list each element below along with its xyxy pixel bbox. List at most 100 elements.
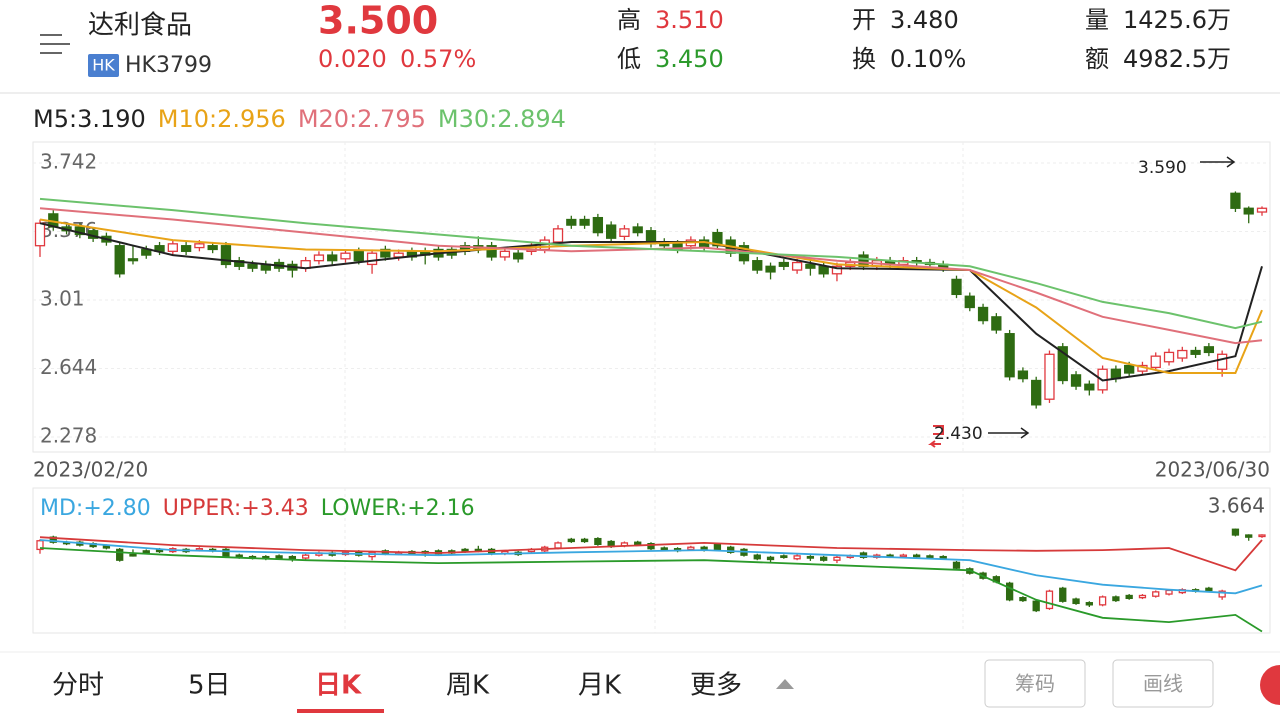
candle-body: [247, 263, 258, 269]
tab-active[interactable]: 日K: [315, 671, 362, 701]
candle-body: [1005, 582, 1014, 601]
stat-value: 3.510: [655, 6, 724, 34]
tab[interactable]: 月K: [578, 671, 622, 701]
stat-label: 低: [617, 45, 641, 73]
candle-body: [313, 254, 325, 262]
candle-body: [752, 260, 763, 271]
candle-body: [859, 552, 868, 558]
main-chart-frame: [32, 141, 1271, 453]
candle-body: [1230, 192, 1241, 209]
candle-body: [1031, 379, 1042, 406]
stat-value: 0.10%: [890, 45, 966, 73]
candle-body: [579, 218, 590, 226]
candle-body: [1004, 333, 1015, 378]
candle-body: [580, 538, 589, 543]
price: 3.500: [318, 0, 438, 43]
candle-body: [1231, 528, 1240, 536]
candle-body: [592, 216, 604, 234]
candle-body: [499, 250, 511, 258]
candle-body: [34, 222, 46, 247]
legend-entry: M10:2.956: [158, 105, 286, 133]
candle-body: [594, 537, 602, 546]
candle-body: [1125, 594, 1133, 600]
candle-body: [275, 555, 283, 559]
legend-entry: M5:3.190: [33, 105, 146, 133]
candle-body: [1098, 596, 1107, 606]
stat-label: 量: [1085, 6, 1109, 34]
tab[interactable]: 更多: [690, 671, 742, 701]
annotation: 2.430: [934, 424, 983, 444]
candle-body: [1256, 207, 1268, 213]
candle-body: [977, 306, 989, 322]
tab-underline: [297, 709, 384, 713]
candle-body: [129, 553, 137, 557]
candle-body: [567, 538, 575, 543]
badge: HK: [92, 56, 115, 75]
candle-body: [793, 555, 801, 560]
candle-body: [1163, 351, 1175, 363]
annotation: 3.590: [1138, 158, 1187, 178]
line: [39, 222, 1263, 382]
candle-body: [647, 542, 655, 550]
candle-body: [765, 265, 776, 273]
candle-body: [302, 554, 310, 559]
candle-body: [1217, 353, 1228, 370]
candle-body: [127, 258, 139, 262]
candle-body: [818, 265, 829, 275]
floating-button[interactable]: [1260, 665, 1280, 705]
candle-body: [194, 243, 205, 249]
candle-body: [142, 550, 150, 554]
stock-code: HK3799: [125, 53, 212, 78]
line: [39, 536, 1263, 572]
candle-body: [820, 556, 828, 561]
candle-body: [632, 226, 643, 234]
candle-body: [1059, 587, 1067, 602]
tab[interactable]: 5日: [188, 671, 231, 701]
y-tick-label: 2.278: [40, 424, 97, 448]
candle-body: [1258, 534, 1266, 538]
tab[interactable]: 分时: [52, 671, 104, 701]
change: 0.020: [318, 45, 387, 73]
annotation-arrow: [1200, 156, 1236, 168]
menu-icon[interactable]: [40, 34, 70, 54]
stat-value: 3.450: [655, 45, 724, 73]
candle-body: [991, 316, 1002, 331]
candle-body: [102, 545, 111, 549]
candle-body: [713, 543, 722, 551]
candle-body: [366, 252, 378, 266]
change-pct: 0.57%: [400, 45, 476, 73]
candle-body: [805, 263, 816, 269]
candle-body: [1084, 383, 1095, 391]
legend-entry: LOWER:+2.16: [321, 496, 475, 521]
candle-body: [606, 224, 617, 239]
candle-body: [939, 555, 947, 559]
candle-body: [952, 561, 961, 569]
button[interactable]: [984, 659, 1086, 708]
button-label[interactable]: 筹码: [1015, 672, 1055, 696]
candle-body: [833, 556, 841, 561]
candle-body: [1218, 590, 1226, 598]
candle-body: [486, 245, 497, 258]
stat-label: 开: [852, 6, 876, 34]
candle-body: [899, 554, 908, 558]
badge-bg: [88, 54, 119, 77]
legend-entry: UPPER:+3.43: [163, 496, 309, 521]
candle-body: [180, 245, 192, 252]
candle-body: [712, 231, 723, 247]
candle-body: [1045, 590, 1054, 610]
more-arrow: [776, 679, 794, 689]
line: [39, 547, 1263, 633]
tab[interactable]: 周K: [446, 671, 490, 701]
candle-body: [288, 555, 297, 560]
candle-body: [913, 554, 921, 558]
button[interactable]: [1112, 659, 1214, 708]
candle-body: [1124, 364, 1135, 374]
candle-body: [554, 542, 562, 549]
marker-icon: [928, 425, 944, 448]
candle-body: [1057, 346, 1068, 382]
button-label[interactable]: 画线: [1143, 672, 1183, 696]
candle-body: [353, 250, 364, 262]
stat-label: 换: [852, 45, 876, 73]
candle-body: [380, 248, 391, 258]
